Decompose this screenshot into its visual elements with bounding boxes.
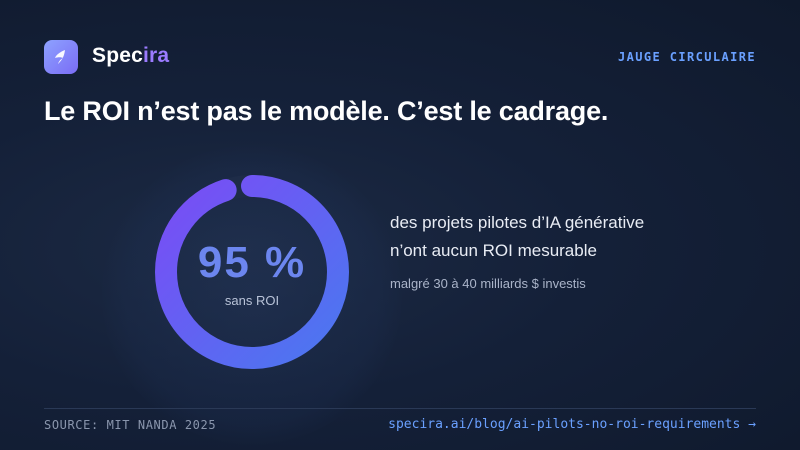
stat-description: des projets pilotes d’IA générative n’on… [390, 209, 644, 265]
page-title: Le ROI n’est pas le modèle. C’est le cad… [44, 96, 609, 126]
description-line-2: n’ont aucun ROI mesurable [390, 241, 597, 260]
brand-name-part2: ira [143, 44, 170, 67]
brand-name-part1: Spec [92, 44, 143, 67]
footer-divider [44, 408, 756, 409]
gauge-arc [155, 175, 349, 369]
gauge-value: 95 % [197, 238, 307, 287]
gauge-caption: sans ROI [224, 293, 280, 308]
chart-type-tag: JAUGE CIRCULAIRE [618, 50, 756, 64]
stat-subtext: malgré 30 à 40 milliards $ investis [390, 276, 586, 291]
description-line-1: des projets pilotes d’IA générative [390, 213, 645, 232]
wing-logo-icon [55, 50, 65, 64]
brand-name: Specira [92, 44, 169, 68]
source-note: SOURCE: MIT NANDA 2025 [44, 418, 217, 432]
circular-gauge [155, 175, 349, 369]
article-link[interactable]: specira.ai/blog/ai-pilots-no-roi-require… [388, 417, 756, 432]
brand-logo [44, 40, 78, 74]
